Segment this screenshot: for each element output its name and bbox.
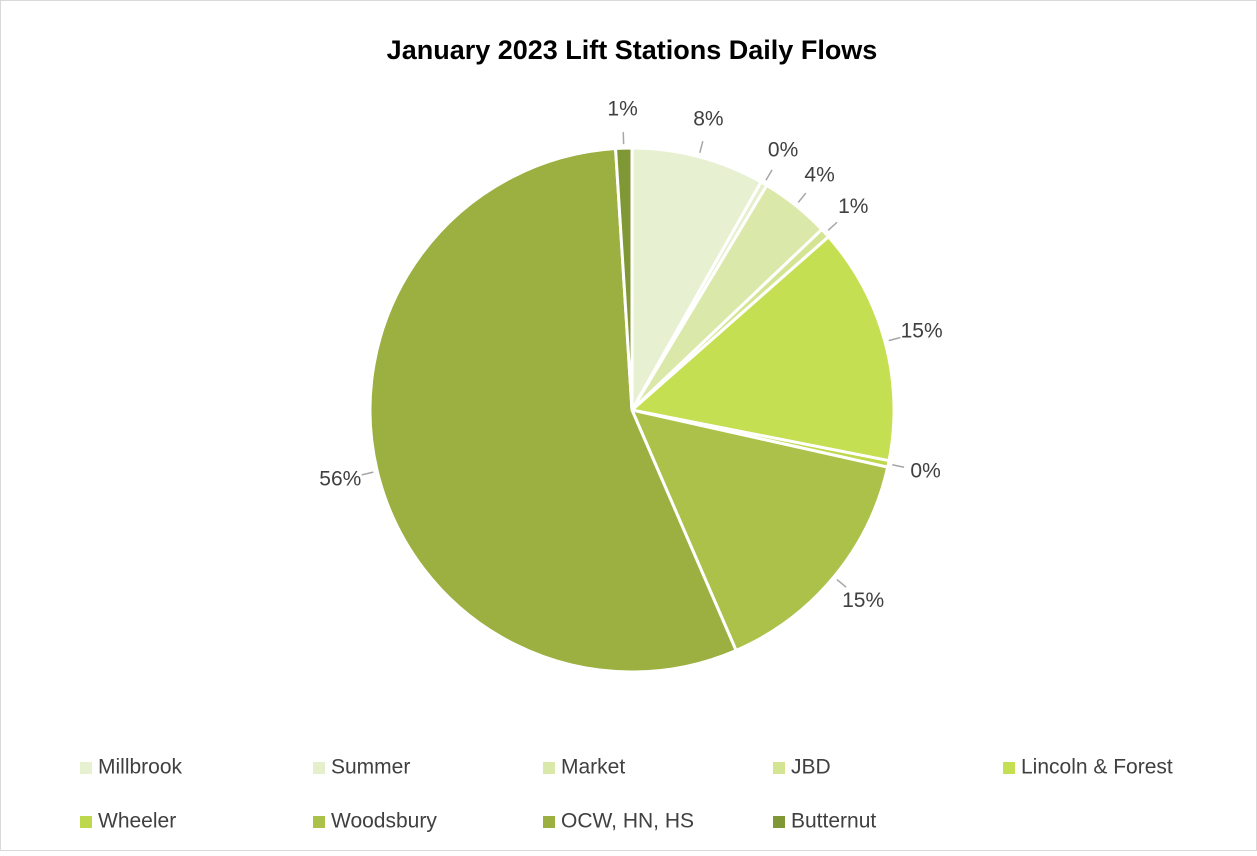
legend-swatch <box>773 762 785 774</box>
data-label: 15% <box>842 589 884 612</box>
legend-label: JBD <box>791 756 831 779</box>
data-label: 4% <box>804 163 834 186</box>
chart-title: January 2023 Lift Stations Daily Flows <box>387 35 878 65</box>
data-label: 0% <box>910 459 940 482</box>
legend-swatch <box>313 816 325 828</box>
data-label: 8% <box>693 107 723 130</box>
legend-label: Market <box>561 756 625 779</box>
legend-label: OCW, HN, HS <box>561 810 694 833</box>
legend-swatch <box>773 816 785 828</box>
legend-swatch <box>543 816 555 828</box>
legend-label: Woodsbury <box>331 810 437 833</box>
legend-label: Wheeler <box>98 810 176 833</box>
data-label: 0% <box>768 138 798 161</box>
data-label: 56% <box>319 468 361 491</box>
legend-label: Butternut <box>791 810 876 833</box>
legend-swatch <box>1003 762 1015 774</box>
legend-label: Millbrook <box>98 756 183 779</box>
data-label: 15% <box>901 319 943 342</box>
legend-swatch <box>80 816 92 828</box>
legend-swatch <box>543 762 555 774</box>
legend-swatch <box>80 762 92 774</box>
data-label: 1% <box>838 195 868 218</box>
legend-label: Summer <box>331 756 410 779</box>
data-label: 1% <box>607 98 637 121</box>
legend-label: Lincoln & Forest <box>1021 756 1173 779</box>
legend-swatch <box>313 762 325 774</box>
